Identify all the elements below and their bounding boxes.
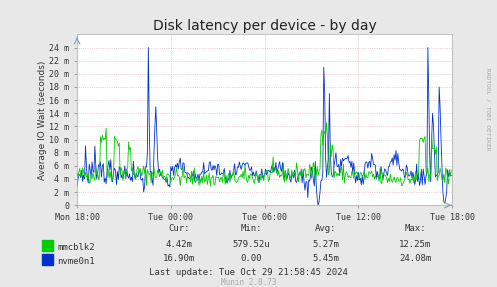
Title: Disk latency per device - by day: Disk latency per device - by day bbox=[153, 19, 377, 33]
Text: 5.45m: 5.45m bbox=[312, 254, 339, 263]
Text: mmcblk2: mmcblk2 bbox=[57, 243, 95, 252]
Text: 0.00: 0.00 bbox=[240, 254, 262, 263]
Y-axis label: Average IO Wait (seconds): Average IO Wait (seconds) bbox=[38, 60, 47, 179]
Text: Avg:: Avg: bbox=[315, 224, 336, 233]
Text: 4.42m: 4.42m bbox=[166, 241, 192, 249]
Text: 16.90m: 16.90m bbox=[163, 254, 195, 263]
Text: 24.08m: 24.08m bbox=[399, 254, 431, 263]
Text: 12.25m: 12.25m bbox=[399, 241, 431, 249]
Text: 579.52u: 579.52u bbox=[232, 241, 270, 249]
Text: Last update: Tue Oct 29 21:58:45 2024: Last update: Tue Oct 29 21:58:45 2024 bbox=[149, 268, 348, 277]
Text: Cur:: Cur: bbox=[168, 224, 190, 233]
Text: RRDTOOL / TOBI OETIKER: RRDTOOL / TOBI OETIKER bbox=[486, 68, 491, 150]
Text: Max:: Max: bbox=[404, 224, 426, 233]
Text: Munin 2.0.73: Munin 2.0.73 bbox=[221, 278, 276, 287]
Text: nvme0n1: nvme0n1 bbox=[57, 257, 95, 266]
Text: 5.27m: 5.27m bbox=[312, 241, 339, 249]
Text: Min:: Min: bbox=[240, 224, 262, 233]
